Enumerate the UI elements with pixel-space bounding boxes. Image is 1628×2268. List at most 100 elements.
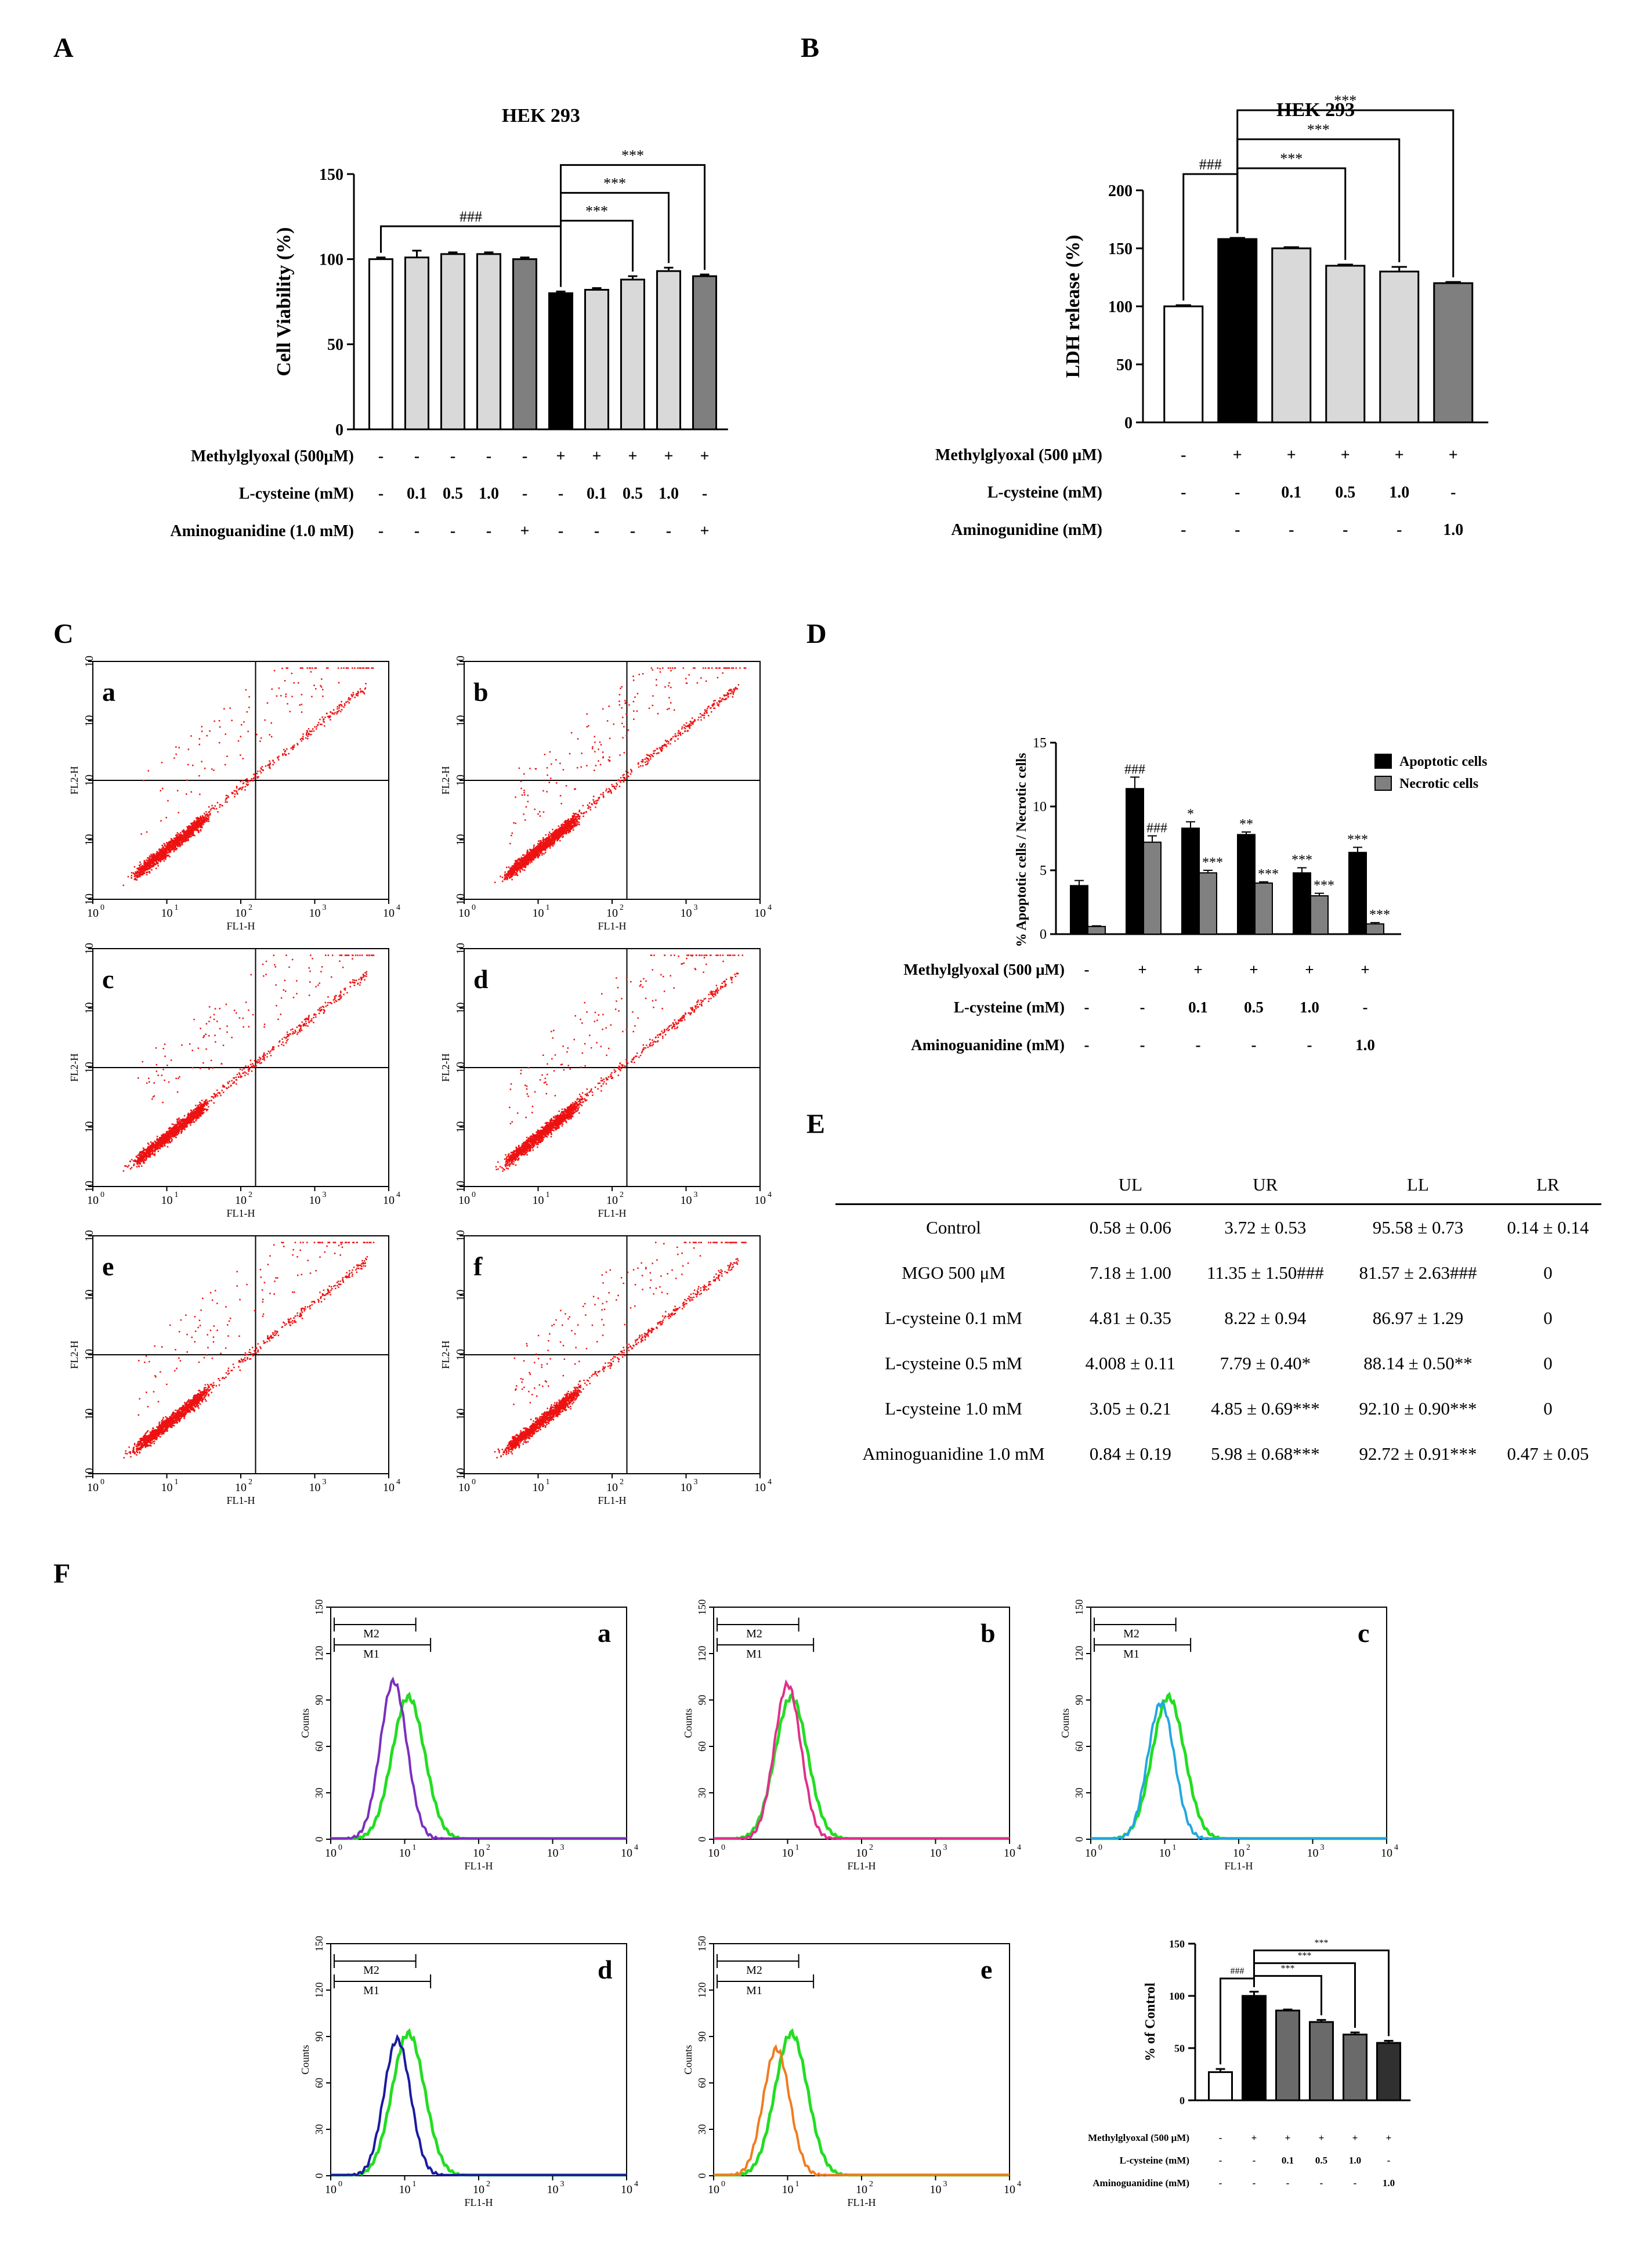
y-tick-label: 0 bbox=[696, 2173, 708, 2179]
treatment-value: - bbox=[1219, 2177, 1222, 2189]
treatment-value: - bbox=[1307, 1036, 1312, 1054]
marker-label: M2 bbox=[1123, 1627, 1139, 1640]
bar bbox=[548, 292, 573, 431]
treatment-value: 0.5 bbox=[1335, 483, 1355, 501]
y-tick-label: 90 bbox=[313, 1695, 325, 1705]
x-tick-exponent: 2 bbox=[486, 2180, 490, 2189]
legend-label: Necrotic cells bbox=[1399, 776, 1478, 791]
subpanel-letter: d bbox=[598, 1955, 613, 1984]
treatment-row-label: Aminogunidine (mM) bbox=[951, 521, 1102, 539]
x-axis-label: FL1-H bbox=[598, 920, 627, 932]
y-axis-label: FL2-H bbox=[68, 766, 80, 795]
treatment-value: - bbox=[1219, 2132, 1222, 2143]
significance-label: ### bbox=[460, 208, 482, 225]
x-axis-label: FL1-H bbox=[1225, 1860, 1253, 1872]
x-tick-exponent: 1 bbox=[175, 1478, 179, 1486]
bar bbox=[1199, 872, 1217, 935]
x-tick-label: 10 bbox=[161, 1481, 173, 1494]
treatment-value: 0.1 bbox=[407, 484, 427, 502]
bar bbox=[1087, 925, 1106, 935]
x-axis-label: FL1-H bbox=[227, 1207, 255, 1219]
treatment-value: + bbox=[700, 447, 710, 465]
y-tick-label: 10 bbox=[83, 1409, 96, 1420]
legend-swatch bbox=[1374, 754, 1392, 769]
legend-label: Apoptotic cells bbox=[1399, 754, 1487, 769]
scatter-points bbox=[495, 954, 743, 1172]
subpanel-letter: a bbox=[598, 1618, 611, 1648]
x-tick-exponent: 2 bbox=[869, 1843, 873, 1852]
x-tick-label: 10 bbox=[856, 2183, 867, 2196]
x-tick-label: 10 bbox=[383, 1481, 395, 1494]
y-tick-label: 10 bbox=[83, 775, 96, 786]
panel-letter-F: F bbox=[53, 1558, 71, 1589]
sample-histogram bbox=[331, 2034, 627, 2176]
treatment-value: - bbox=[1140, 1036, 1145, 1054]
significance-label: ** bbox=[1239, 817, 1253, 832]
treatment-value: + bbox=[1249, 961, 1258, 978]
significance-label: ### bbox=[1199, 156, 1222, 173]
x-tick-exponent: 2 bbox=[620, 903, 624, 912]
y-tick-label: 30 bbox=[696, 1788, 708, 1798]
x-tick-exponent: 3 bbox=[323, 1191, 327, 1199]
y-tick-label: 10 bbox=[454, 1181, 467, 1192]
table-header-cell: UL bbox=[1072, 1166, 1189, 1205]
y-tick-label: 90 bbox=[313, 2031, 325, 2042]
table-header-cell: LR bbox=[1494, 1166, 1601, 1205]
y-axis-label: LDH release (%) bbox=[1062, 235, 1084, 378]
x-tick-label: 10 bbox=[235, 1194, 247, 1207]
treatment-row-label: L-cysteine (mM) bbox=[239, 484, 354, 502]
treatment-row-label: Aminoguanidine (mM) bbox=[1092, 2177, 1189, 2189]
treatment-value: + bbox=[700, 522, 710, 540]
y-axis-label: Counts bbox=[1059, 1708, 1071, 1738]
scatter-points bbox=[122, 954, 375, 1172]
subpanel-letter: b bbox=[981, 1618, 996, 1648]
y-axis-label: FL2-H bbox=[440, 1341, 451, 1369]
y-tick-label: 30 bbox=[696, 2124, 708, 2135]
treatment-value: - bbox=[1196, 1036, 1201, 1054]
treatment-value: - bbox=[1181, 483, 1186, 501]
y-tick-label: 150 bbox=[1169, 1938, 1185, 1949]
treatment-value: 1.0 bbox=[1389, 483, 1409, 501]
significance-label: ### bbox=[1146, 821, 1167, 836]
x-tick-label: 10 bbox=[473, 2183, 484, 2196]
reference-histogram bbox=[331, 1691, 627, 1840]
treatment-value: - bbox=[1397, 521, 1402, 539]
y-tick-label: 0 bbox=[335, 421, 343, 439]
marker-label: M1 bbox=[746, 1648, 762, 1661]
bar bbox=[1325, 265, 1366, 424]
y-tick-label: 10 bbox=[83, 715, 96, 727]
table-cell: 3.72 ± 0.53 bbox=[1224, 1217, 1307, 1238]
x-tick-exponent: 1 bbox=[1173, 1843, 1177, 1852]
table-cell: 3.05 ± 0.21 bbox=[1089, 1398, 1171, 1419]
significance-bracket bbox=[1253, 1962, 1356, 2028]
bar bbox=[512, 258, 537, 431]
reference-histogram bbox=[714, 2028, 1010, 2177]
y-tick-label: 150 bbox=[696, 1936, 708, 1952]
bar bbox=[1217, 238, 1258, 424]
y-tick-label: 10 bbox=[83, 1122, 96, 1133]
subpanel-letter: d bbox=[473, 964, 489, 994]
x-tick-exponent: 0 bbox=[338, 1843, 342, 1852]
bar bbox=[1376, 2042, 1401, 2101]
x-tick-label: 10 bbox=[458, 1194, 470, 1207]
significance-label: ### bbox=[1124, 762, 1145, 777]
y-tick-label: 30 bbox=[313, 2124, 325, 2135]
treatment-value: - bbox=[1084, 961, 1090, 978]
bar bbox=[1343, 2034, 1367, 2101]
y-tick-label: 150 bbox=[696, 1600, 708, 1615]
x-tick-exponent: 4 bbox=[634, 1843, 638, 1852]
plot-frame bbox=[713, 1607, 1010, 1840]
treatment-row-label: L-cysteine (mM) bbox=[954, 999, 1065, 1016]
x-tick-label: 10 bbox=[383, 1194, 395, 1207]
bar bbox=[440, 253, 465, 431]
table-cell: 4.81 ± 0.35 bbox=[1089, 1308, 1171, 1328]
treatment-value: - bbox=[558, 484, 563, 502]
x-tick-exponent: 4 bbox=[396, 1478, 400, 1486]
table-cell: 0 bbox=[1543, 1398, 1553, 1419]
table-cell: 0.47 ± 0.05 bbox=[1507, 1444, 1589, 1464]
x-tick-exponent: 0 bbox=[472, 1478, 476, 1486]
